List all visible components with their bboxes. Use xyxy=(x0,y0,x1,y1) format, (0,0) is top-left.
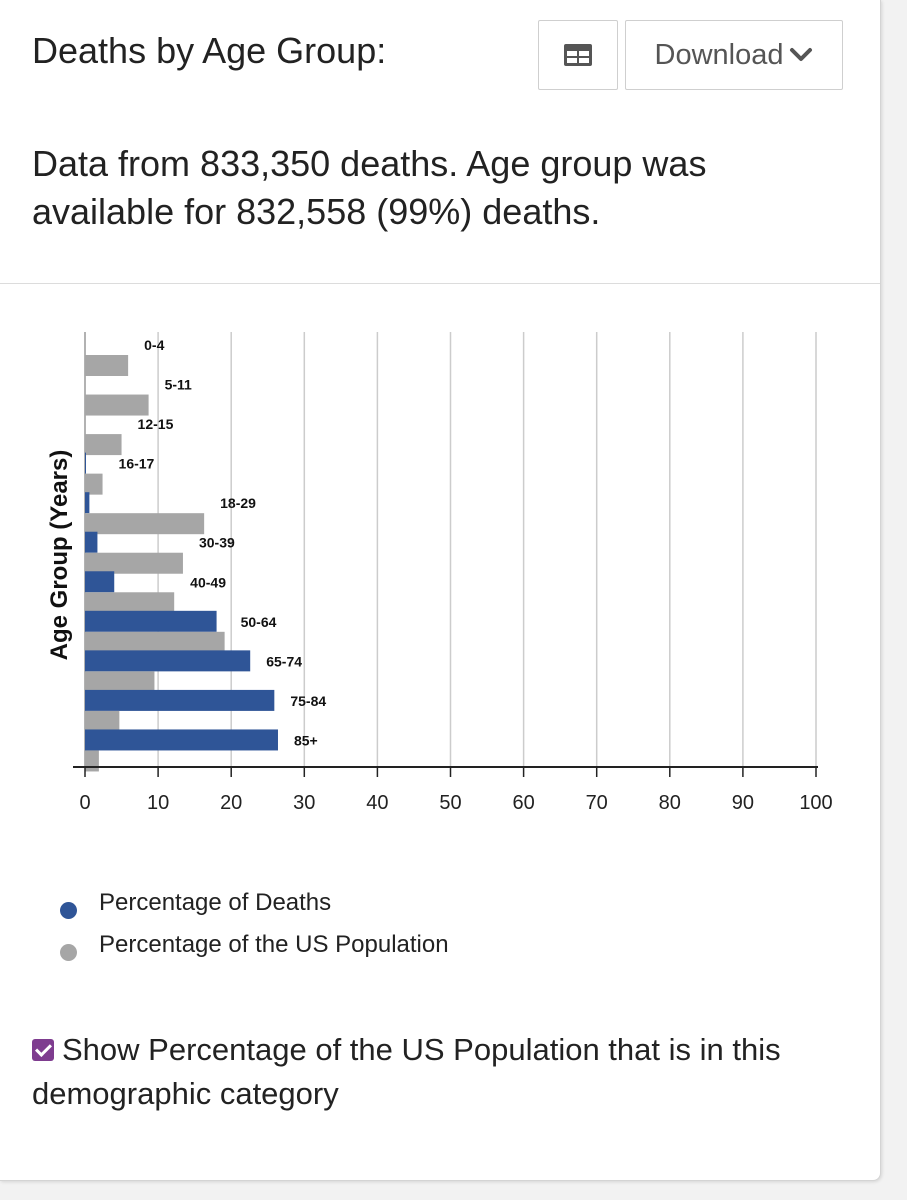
chart-legend: Percentage of Deaths Percentage of the U… xyxy=(60,882,449,966)
y-axis-title: Age Group (Years) xyxy=(46,450,73,661)
divider xyxy=(0,283,880,284)
table-view-button[interactable] xyxy=(538,20,618,90)
category-label: 18-29 xyxy=(220,495,256,511)
card-title: Deaths by Age Group: xyxy=(32,30,387,71)
category-label: 50-64 xyxy=(241,614,277,630)
x-tick-label: 80 xyxy=(659,792,681,814)
bar-population xyxy=(85,473,103,495)
category-label: 85+ xyxy=(294,732,318,748)
bar-population xyxy=(85,513,205,535)
category-label: 16-17 xyxy=(119,456,155,472)
bar-deaths xyxy=(85,729,278,751)
show-population-option[interactable]: Show Percentage of the US Population tha… xyxy=(32,1028,822,1116)
x-tick-label: 40 xyxy=(366,792,388,814)
bar-population xyxy=(85,434,122,456)
x-tick-label: 90 xyxy=(732,792,754,814)
x-tick-label: 100 xyxy=(799,792,832,814)
x-tick-label: 70 xyxy=(586,792,608,814)
legend-item-deaths[interactable]: Percentage of Deaths xyxy=(60,882,449,924)
legend-item-population[interactable]: Percentage of the US Population xyxy=(60,924,449,966)
x-tick-label: 10 xyxy=(147,792,169,814)
bar-population xyxy=(85,552,183,574)
bar-deaths xyxy=(85,689,275,711)
category-label: 40-49 xyxy=(190,574,226,590)
bar-deaths xyxy=(85,452,86,474)
x-tick-label: 0 xyxy=(79,792,90,814)
show-population-label: Show Percentage of the US Population tha… xyxy=(32,1032,781,1111)
data-description: Data from 833,350 deaths. Age group was … xyxy=(32,143,707,232)
download-button[interactable]: Download xyxy=(625,20,843,90)
age-group-bar-chart: 0-4 5-11 12-15 16-17 18-29 30-39 40-49 50-64 65-… xyxy=(46,332,833,814)
category-label: 65-74 xyxy=(266,653,302,669)
bar-population xyxy=(85,631,225,653)
legend-dot-population xyxy=(60,943,77,961)
category-label: 30-39 xyxy=(199,535,235,551)
bar-population xyxy=(85,592,175,614)
bar-deaths xyxy=(85,650,251,672)
table-icon xyxy=(564,44,592,66)
legend-label-population: Percentage of the US Population xyxy=(99,931,449,958)
bar-population xyxy=(85,710,120,732)
x-tick-label: 60 xyxy=(512,792,534,814)
bar-population xyxy=(85,355,129,376)
legend-label-deaths: Percentage of Deaths xyxy=(99,889,332,916)
bar-population xyxy=(85,394,149,416)
bar-population xyxy=(85,671,155,693)
show-population-checkbox[interactable] xyxy=(32,1039,54,1061)
chevron-down-icon xyxy=(790,48,813,61)
legend-dot-deaths xyxy=(60,901,77,919)
x-tick-label: 50 xyxy=(439,792,461,814)
bar-deaths xyxy=(85,531,98,553)
download-label: Download xyxy=(654,38,784,71)
category-label: 12-15 xyxy=(138,416,174,432)
category-label: 0-4 xyxy=(144,337,164,353)
bar-deaths xyxy=(85,610,217,632)
x-tick-label: 30 xyxy=(293,792,315,814)
bar-population xyxy=(85,750,99,772)
category-label: 75-84 xyxy=(290,693,326,709)
bar-deaths xyxy=(85,571,115,593)
deaths-by-age-card: Deaths by Age Group: Download Data from … xyxy=(0,0,881,1181)
bar-deaths xyxy=(85,492,90,514)
category-label: 5-11 xyxy=(165,377,192,393)
x-tick-label: 20 xyxy=(220,792,242,814)
